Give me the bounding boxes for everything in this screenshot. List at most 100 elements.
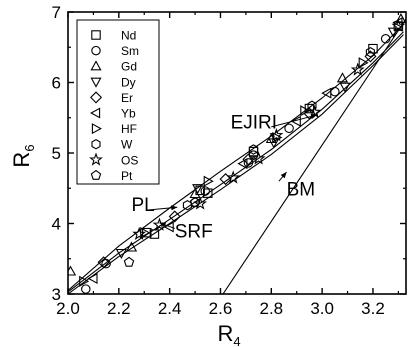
legend-box [76, 19, 160, 185]
y-tick-label: 6 [52, 74, 61, 93]
y-axis-label-main: R [9, 152, 34, 168]
x-tick-label: 2.8 [259, 299, 283, 318]
point-hf [272, 131, 283, 144]
point-gd [125, 241, 138, 252]
annotation-pl: PL [132, 195, 155, 216]
legend-label-w: W [121, 138, 133, 152]
point-os [350, 62, 365, 76]
annotation-ejiri: EJIRI [231, 112, 277, 133]
legend-label-yb: Yb [121, 107, 136, 121]
annotation-srf: SRF [175, 222, 213, 243]
point-sm [243, 158, 254, 168]
point-os [251, 151, 266, 165]
point-sm [380, 34, 391, 44]
y-tick-label: 7 [52, 3, 61, 22]
curve-bm [222, 18, 406, 294]
point-pt [123, 256, 135, 267]
x-axis-label-subscript: 4 [233, 334, 240, 347]
arrowhead-bm [280, 172, 287, 179]
point-os [193, 196, 208, 210]
legend-label-gd: Gd [121, 60, 137, 74]
point-gd [336, 72, 349, 83]
axis-ticks: 2.0 2.2 2.4 2.6 2.8 3.0 3.2 3 4 5 6 7 [52, 3, 406, 318]
point-os [132, 226, 147, 241]
y-axis-label: R6 [9, 144, 37, 167]
point-sm [200, 186, 210, 196]
legend-label-pt: Pt [121, 169, 133, 183]
point-hf [203, 175, 214, 187]
point-gd [395, 13, 406, 24]
legend-marker-nd [91, 30, 101, 40]
y-axis-label-subscript: 6 [22, 144, 37, 151]
series-w [182, 46, 375, 211]
point-er [97, 256, 110, 269]
point-er [303, 107, 316, 120]
x-tick-label: 3.2 [361, 299, 385, 318]
legend-label-nd: Nd [121, 29, 136, 43]
legend-label-dy: Dy [121, 75, 136, 89]
point-dy [115, 248, 127, 260]
point-os [226, 170, 241, 184]
point-yb [392, 17, 403, 29]
point-hf [300, 105, 311, 117]
legend-marker-yb [90, 107, 101, 119]
y-tick-label: 3 [52, 285, 61, 304]
point-yb [87, 272, 98, 285]
y-tick-label: 5 [52, 144, 61, 163]
legend-marker-gd [90, 60, 102, 71]
data-points [68, 13, 406, 294]
x-tick-label: 3.0 [310, 299, 334, 318]
annotation-bm: BM [287, 179, 316, 200]
x-axis-label-main: R [217, 321, 233, 346]
point-dy [339, 82, 351, 93]
x-tick-label: 2.6 [209, 299, 233, 318]
point-yb [290, 115, 301, 127]
legend-label-sm: Sm [121, 44, 139, 58]
point-sm [284, 123, 294, 134]
point-yb [237, 158, 248, 170]
point-sm [330, 86, 340, 97]
legend-marker-pt [90, 169, 102, 180]
x-axis-label: R4 [217, 321, 240, 347]
legend-label-hf: HF [121, 122, 137, 136]
point-nd [149, 229, 160, 239]
point-er [242, 153, 255, 166]
series-pt [123, 196, 201, 267]
legend-marker-dy [90, 77, 102, 88]
point-os [391, 18, 406, 33]
point-os [269, 128, 284, 142]
x-tick-label: 2.2 [107, 299, 131, 318]
annotation-arrow-ejiri [271, 114, 318, 128]
series-hf [79, 57, 369, 287]
series-yb [87, 17, 403, 285]
point-os [307, 104, 322, 119]
curve-ejiri [68, 23, 404, 291]
point-sm [81, 284, 91, 294]
legend-marker-sm [91, 45, 101, 56]
x-tick-label: 2.0 [56, 299, 80, 318]
point-yb [321, 87, 332, 99]
point-pt [189, 196, 201, 207]
point-nd [203, 188, 213, 198]
point-er [168, 210, 181, 223]
curve-annotations: EJIRI PL SRF BM [132, 112, 318, 243]
point-dy [387, 27, 399, 38]
point-w [365, 46, 375, 58]
point-hf [79, 275, 90, 287]
point-yb [163, 221, 174, 233]
point-w [248, 144, 259, 155]
point-os [152, 217, 167, 231]
arrowhead-pl [171, 205, 178, 211]
x-tick-label: 2.4 [158, 299, 182, 318]
legend-marker-os [89, 152, 103, 166]
point-hf [358, 57, 369, 69]
legend-marker-w [91, 138, 101, 150]
point-dy [192, 184, 204, 195]
legend-marker-er [90, 91, 103, 104]
y-tick-label: 4 [52, 215, 61, 234]
legend-label-os: OS [121, 153, 138, 167]
legend-label-er: Er [121, 91, 133, 105]
legend-marker-hf [91, 123, 102, 135]
